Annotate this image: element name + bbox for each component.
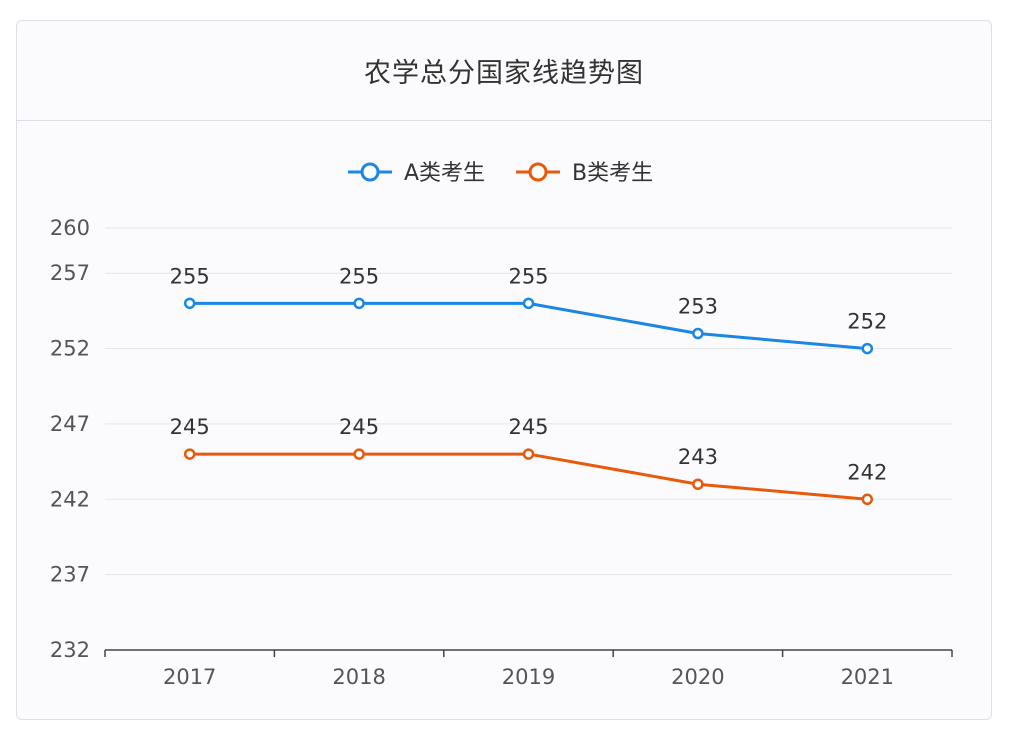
data-point	[353, 448, 365, 460]
data-label: 242	[847, 460, 887, 484]
y-tick-label: 237	[50, 563, 90, 587]
data-point	[861, 342, 874, 355]
data-label: 255	[508, 264, 548, 288]
x-tick-label: 2018	[332, 665, 385, 689]
y-tick-label: 247	[50, 412, 90, 436]
data-point	[692, 327, 704, 340]
y-tick-label: 257	[50, 261, 90, 285]
x-tick-label: 2020	[671, 665, 724, 689]
data-point	[183, 297, 196, 310]
y-tick-label: 252	[50, 337, 90, 361]
data-label: 255	[339, 264, 379, 288]
legend-label: B类考生	[572, 161, 653, 186]
data-label: 245	[339, 415, 379, 439]
data-point	[861, 493, 874, 506]
data-label: 245	[170, 415, 210, 439]
series-line	[189, 452, 868, 501]
legend-label: A类考生	[404, 161, 485, 186]
y-tick-label: 260	[50, 216, 90, 240]
data-label: 245	[508, 415, 548, 439]
data-point	[692, 478, 704, 490]
x-tick-label: 2017	[163, 665, 216, 689]
data-point	[522, 297, 535, 310]
chart-title: 农学总分国家线趋势图	[364, 58, 644, 89]
x-tick-label: 2021	[841, 665, 894, 689]
y-tick-label: 242	[50, 487, 90, 511]
legend-marker	[360, 162, 380, 182]
data-point	[353, 297, 365, 310]
chart-card: 农学总分国家线趋势图	[16, 20, 992, 720]
data-point	[183, 448, 196, 460]
chart-header: 农学总分国家线趋势图	[17, 21, 991, 121]
data-point	[522, 448, 535, 460]
y-tick-label: 232	[50, 638, 90, 662]
series-line	[189, 301, 868, 351]
legend-marker	[528, 162, 548, 182]
data-label: 252	[847, 310, 887, 334]
data-label: 243	[678, 445, 718, 469]
x-tick-label: 2019	[502, 665, 555, 689]
data-label: 253	[678, 295, 718, 319]
data-label: 255	[170, 264, 210, 288]
